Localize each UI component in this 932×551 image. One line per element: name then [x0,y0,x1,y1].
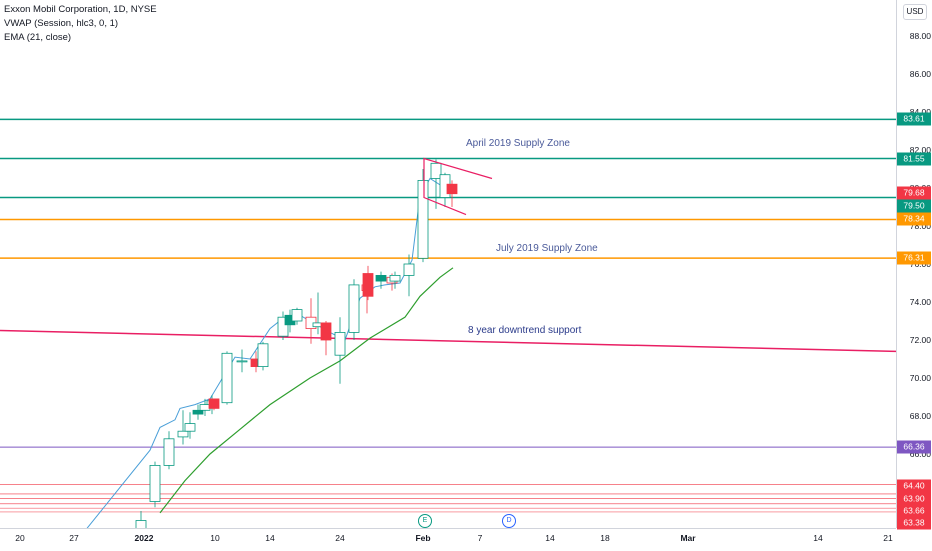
candle-body [320,322,332,341]
time-tick-label: 14 [265,533,275,543]
price-tick-label: 84.00 [910,107,931,117]
price-label-badge: 79.50 [897,199,931,213]
symbol-title[interactable]: Exxon Mobil Corporation, 1D, NYSE [4,4,157,15]
price-label-badge: 66.36 [897,440,931,454]
price-tick-label: 66.00 [909,449,931,459]
time-tick-label: 2022 [134,533,154,543]
price-label-badge: 78.34 [897,212,931,226]
earnings-event-icon[interactable]: E [418,514,432,528]
price-label-badge: 79.68 [897,186,931,200]
candle-body [334,331,346,356]
time-tick-label: 10 [210,533,220,543]
price-tick-label: 74.00 [909,297,931,307]
price-label-badge: 63.90 [897,492,931,506]
price-label-badge: 81.55 [897,152,931,166]
time-tick-label: 18 [600,533,610,543]
july-supply-zone-label[interactable]: July 2019 Supply Zone [496,243,598,254]
price-tick-label: 70.00 [909,373,931,383]
price-scale[interactable]: 88.0086.0084.0082.0080.0078.0076.0074.00… [896,0,932,530]
candle-body [257,343,269,367]
downtrend-line [0,329,896,353]
time-tick-label: Mar [680,533,696,543]
candle-body [417,179,429,259]
candle-body [389,274,401,282]
candle-body [192,409,204,415]
price-chart[interactable] [0,0,896,528]
candle-body [375,274,387,282]
price-tick-label: 82.00 [909,145,931,155]
candle-body [149,464,161,502]
candle-body [208,398,220,409]
price-label-badge: 83.61 [897,112,931,126]
candle-body [291,309,303,322]
candle-body [277,316,289,337]
chart-area[interactable]: Exxon Mobil Corporation, 1D, NYSE VWAP (… [0,0,896,528]
time-tick-label: 14 [813,533,823,543]
candle-body [163,438,175,466]
price-label-badge: 76.31 [897,251,931,265]
wedge-drawing [423,157,493,216]
candle-body [135,520,147,528]
dividend-event-icon[interactable]: D [502,514,516,528]
candle-body [177,430,189,438]
time-tick-label: 21 [883,533,893,543]
candle-body [236,360,248,363]
candle-body [348,284,360,333]
price-tick-label: 78.00 [909,221,931,231]
ema-indicator-label[interactable]: EMA (21, close) [4,32,72,43]
candle-body [221,352,233,404]
time-scale[interactable]: 20 27 2022 10 14 24 Feb 7 14 18 Mar 14 21 [0,528,896,551]
time-tick-label: 24 [335,533,345,543]
candle-body [446,183,458,195]
price-tick-label: 72.00 [909,335,931,345]
time-tick-label: 7 [477,533,483,543]
candle-body [362,273,374,297]
april-supply-zone-label[interactable]: April 2019 Supply Zone [466,138,570,149]
currency-label[interactable]: USD [903,4,927,20]
price-label-badge: 64.40 [897,479,931,493]
downtrend-support-label[interactable]: 8 year downtrend support [468,325,582,336]
price-tick-label: 68.00 [909,411,931,421]
time-tick-label: 20 [15,533,25,543]
price-label-badge: 63.38 [897,516,931,530]
candle-body [199,404,211,411]
time-tick-label: 14 [545,533,555,543]
time-tick-label: 27 [69,533,79,543]
chart-legend: Exxon Mobil Corporation, 1D, NYSE VWAP (… [4,3,157,45]
price-tick-label: 88.00 [909,31,931,41]
candle-body [403,263,415,276]
price-label-badge: 63.66 [897,504,931,518]
price-tick-label: 86.00 [909,69,931,79]
candle-body [184,423,196,432]
ema-line [159,267,454,514]
time-tick-label: Feb [415,533,431,543]
vwap-line [86,177,456,528]
candle-body [430,162,442,179]
vwap-indicator-label[interactable]: VWAP (Session, hlc3, 0, 1) [4,18,119,29]
